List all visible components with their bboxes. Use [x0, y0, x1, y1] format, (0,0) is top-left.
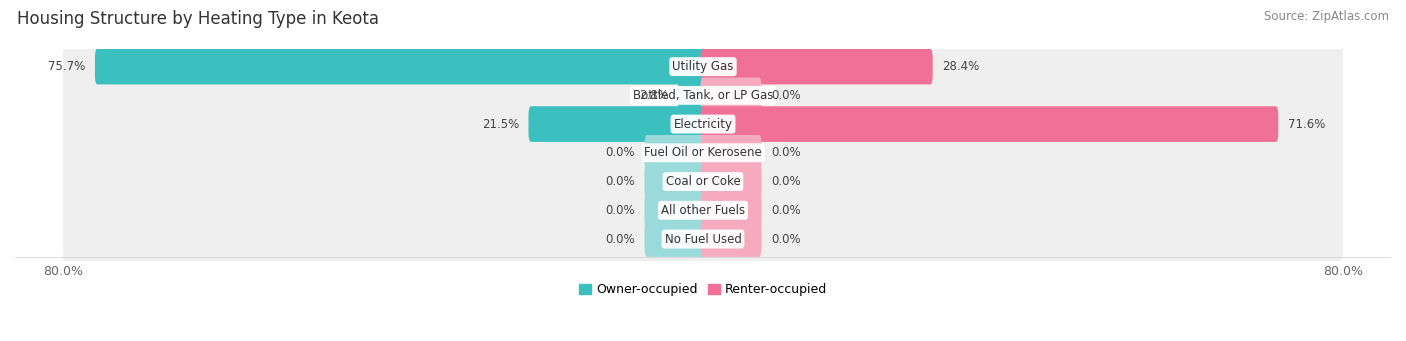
Text: 0.0%: 0.0%	[606, 233, 636, 246]
Text: 0.0%: 0.0%	[606, 204, 636, 217]
Text: No Fuel Used: No Fuel Used	[665, 233, 741, 246]
FancyBboxPatch shape	[63, 41, 1343, 93]
Text: Utility Gas: Utility Gas	[672, 60, 734, 73]
Text: 0.0%: 0.0%	[770, 175, 800, 188]
FancyBboxPatch shape	[63, 184, 1343, 236]
FancyBboxPatch shape	[63, 69, 1343, 121]
FancyBboxPatch shape	[63, 98, 1343, 150]
Text: 75.7%: 75.7%	[48, 60, 86, 73]
FancyBboxPatch shape	[700, 77, 762, 113]
Text: 0.0%: 0.0%	[606, 146, 636, 159]
Text: Electricity: Electricity	[673, 118, 733, 131]
Text: Source: ZipAtlas.com: Source: ZipAtlas.com	[1264, 10, 1389, 23]
FancyBboxPatch shape	[700, 135, 762, 170]
FancyBboxPatch shape	[63, 155, 1343, 208]
FancyBboxPatch shape	[644, 135, 706, 170]
FancyBboxPatch shape	[678, 77, 706, 113]
FancyBboxPatch shape	[644, 221, 706, 257]
Legend: Owner-occupied, Renter-occupied: Owner-occupied, Renter-occupied	[574, 278, 832, 301]
FancyBboxPatch shape	[529, 106, 706, 142]
Text: Fuel Oil or Kerosene: Fuel Oil or Kerosene	[644, 146, 762, 159]
Text: Bottled, Tank, or LP Gas: Bottled, Tank, or LP Gas	[633, 89, 773, 102]
Text: All other Fuels: All other Fuels	[661, 204, 745, 217]
Text: 21.5%: 21.5%	[482, 118, 519, 131]
FancyBboxPatch shape	[644, 164, 706, 199]
Text: 0.0%: 0.0%	[770, 89, 800, 102]
FancyBboxPatch shape	[63, 127, 1343, 179]
FancyBboxPatch shape	[700, 221, 762, 257]
FancyBboxPatch shape	[700, 49, 932, 85]
FancyBboxPatch shape	[700, 192, 762, 228]
Text: 0.0%: 0.0%	[770, 233, 800, 246]
FancyBboxPatch shape	[700, 106, 1278, 142]
FancyBboxPatch shape	[644, 192, 706, 228]
Text: 2.8%: 2.8%	[638, 89, 669, 102]
Text: 71.6%: 71.6%	[1288, 118, 1326, 131]
FancyBboxPatch shape	[700, 164, 762, 199]
Text: Housing Structure by Heating Type in Keota: Housing Structure by Heating Type in Keo…	[17, 10, 378, 28]
Text: 0.0%: 0.0%	[770, 204, 800, 217]
Text: 0.0%: 0.0%	[770, 146, 800, 159]
Text: 0.0%: 0.0%	[606, 175, 636, 188]
Text: 28.4%: 28.4%	[942, 60, 980, 73]
FancyBboxPatch shape	[63, 213, 1343, 265]
FancyBboxPatch shape	[96, 49, 706, 85]
Text: Coal or Coke: Coal or Coke	[665, 175, 741, 188]
